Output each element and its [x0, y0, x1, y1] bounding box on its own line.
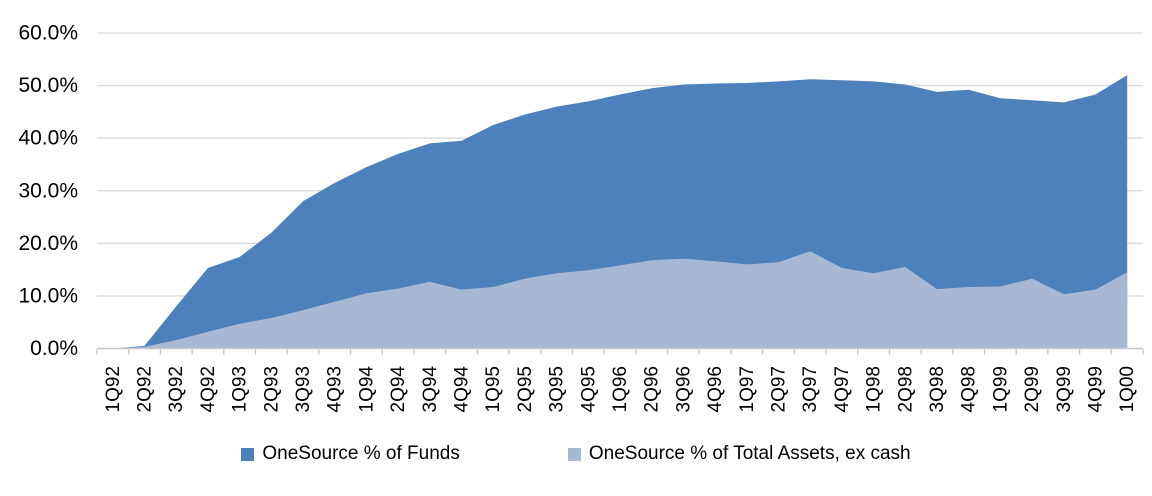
x-axis-label: 3Q96: [673, 366, 694, 412]
x-axis-label: 2Q94: [388, 366, 409, 413]
x-axis-label: 1Q96: [610, 366, 631, 412]
x-axis-label: 1Q93: [230, 366, 251, 412]
x-axis-label: 4Q96: [705, 366, 726, 412]
x-axis-label: 2Q95: [515, 366, 536, 412]
x-axis-label: 1Q97: [737, 366, 758, 412]
legend-item-funds: OneSource % of Funds: [241, 443, 460, 465]
x-axis-label: 4Q93: [325, 366, 346, 412]
legend-swatch-funds-icon: [241, 447, 255, 461]
y-axis-label: 20.0%: [18, 232, 78, 255]
legend-item-assets: OneSource % of Total Assets, ex cash: [567, 443, 911, 465]
x-axis-label: 2Q98: [895, 366, 916, 412]
x-axis-label: 4Q97: [832, 366, 853, 412]
x-axis-label: 1Q98: [864, 366, 885, 412]
legend-label-funds: OneSource % of Funds: [262, 443, 460, 464]
x-axis-label: 4Q99: [1085, 366, 1106, 412]
x-axis-label: 3Q99: [1054, 366, 1075, 412]
chart-legend: OneSource % of Funds OneSource % of Tota…: [0, 443, 1152, 465]
legend-swatch-assets-icon: [567, 447, 581, 461]
x-axis-label: 4Q98: [959, 366, 980, 412]
x-axis-label: 1Q94: [356, 366, 377, 413]
x-axis-label: 3Q95: [547, 366, 568, 412]
x-axis-label: 4Q92: [198, 366, 219, 412]
legend-label-assets: OneSource % of Total Assets, ex cash: [588, 443, 911, 464]
x-axis-label: 4Q95: [578, 366, 599, 412]
x-axis-label: 3Q94: [420, 366, 441, 413]
x-axis-label: 1Q00: [1117, 366, 1138, 412]
y-axis-label: 40.0%: [18, 127, 78, 150]
x-axis-label: 2Q99: [1022, 366, 1043, 412]
area-chart-canvas: 0.0% 10.0% 20.0% 30.0% 40.0% 50.0% 60.0% 1Q92 2Q…: [18, 22, 1144, 413]
y-axis-label: 0.0%: [30, 337, 78, 360]
y-axis-label: 60.0%: [18, 22, 78, 45]
y-axis-label: 10.0%: [18, 284, 78, 307]
x-axis-label: 3Q98: [927, 366, 948, 412]
assets-area-shape: [112, 251, 1128, 349]
x-axis-label: 1Q95: [483, 366, 504, 412]
y-axis-label: 50.0%: [18, 74, 78, 97]
x-axis-label: 4Q94: [452, 366, 473, 413]
x-axis-label: 2Q96: [642, 366, 663, 412]
x-axis-label: 3Q93: [293, 366, 314, 412]
x-axis-label: 1Q92: [103, 366, 124, 412]
x-axis-label: 2Q93: [261, 366, 282, 412]
x-axis-label: 2Q97: [768, 366, 789, 412]
x-axis-label: 3Q92: [166, 366, 187, 412]
x-axis-label: 2Q92: [135, 366, 156, 412]
x-axis-label: 3Q97: [800, 366, 821, 412]
y-axis-label: 30.0%: [18, 179, 78, 202]
x-axis-label: 1Q99: [990, 366, 1011, 412]
